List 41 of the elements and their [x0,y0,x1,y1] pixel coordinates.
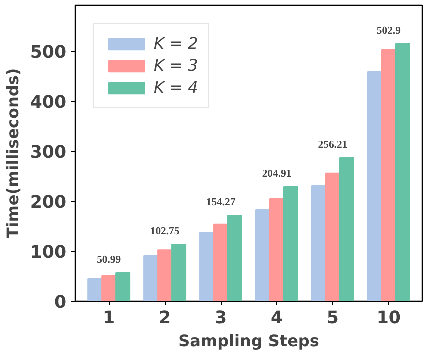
bar [311,186,326,302]
bar [88,278,103,302]
bar [367,72,382,302]
legend-label: K = 4 [154,78,198,97]
x-tick-label: 10 [376,308,401,328]
bar [255,210,270,302]
bar [283,186,298,302]
bar [158,250,173,302]
bar [172,244,187,302]
y-tick-label: 300 [30,143,66,163]
bar [102,276,117,302]
bar [325,172,340,302]
x-tick-label: 4 [270,308,284,328]
legend-label: K = 2 [154,34,198,53]
bar [395,44,410,302]
data-label: 50.99 [97,255,122,266]
x-axis-title: Sampling Steps [178,332,320,350]
y-axis-title: Time(milliseconds) [3,68,22,239]
data-label: 204.91 [262,169,292,180]
y-tick-label: 500 [30,43,66,63]
legend-label: K = 3 [154,56,198,75]
bar [228,215,243,302]
x-tick-label: 3 [214,308,228,328]
y-tick-label: 200 [30,193,66,213]
bar [381,50,396,302]
bar [339,158,354,302]
bar [144,256,159,302]
x-tick-label: 1 [103,308,116,328]
x-tick-label: 2 [159,308,172,328]
y-tick-label: 400 [30,93,66,113]
bar [214,224,229,302]
bar [116,272,131,302]
data-label: 154.27 [206,198,236,208]
data-label: 256.21 [318,140,348,151]
y-tick-label: 0 [54,293,67,313]
x-tick-label: 5 [326,308,339,328]
y-tick-label: 100 [30,243,66,263]
bar [200,232,215,302]
data-label: 502.9 [376,26,401,37]
data-label: 102.75 [150,226,180,238]
bar [269,198,284,302]
